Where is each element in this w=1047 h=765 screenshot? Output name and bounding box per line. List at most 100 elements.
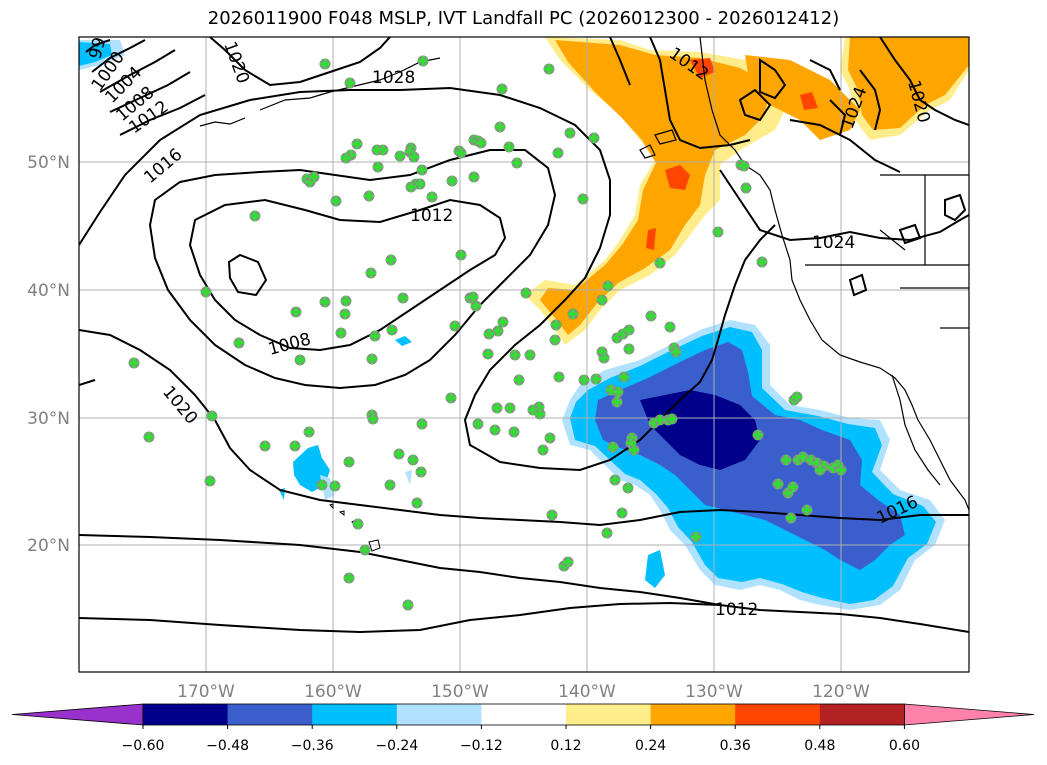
station-marker [340,152,352,164]
colorbar-segment [819,704,905,725]
station-marker [303,426,315,438]
colorbar-segment [735,704,821,725]
station-marker [352,518,364,530]
station-marker [143,431,155,443]
lon-label: 150°W [431,682,489,702]
station-marker [601,527,613,539]
station-marker [397,292,409,304]
lat-label: 20°N [27,536,70,556]
station-marker [372,161,384,173]
station-marker [308,171,320,183]
station-marker [319,58,331,70]
colorbar-tick-label: −0.24 [375,738,418,754]
station-marker [289,440,301,452]
station-marker [365,267,377,279]
station-marker [740,182,752,194]
station-marker [385,254,397,266]
station-marker [513,374,525,386]
station-marker [780,454,792,466]
station-marker [835,464,847,476]
colorbar-extend-min [11,703,144,726]
station-marker [508,426,520,438]
station-marker [504,402,516,414]
station-marker [598,352,610,364]
station-marker [249,210,261,222]
colorbar-segment [227,704,313,725]
station-marker [607,441,619,453]
station-marker [553,371,565,383]
station-marker [543,63,555,75]
station-marker [564,127,576,139]
station-marker [590,373,602,385]
colorbar-tick-label: −0.48 [206,738,249,754]
lon-label: 130°W [685,682,743,702]
map-frame [78,36,970,673]
station-marker [602,280,614,292]
colorbar-segment [143,704,229,725]
station-marker [645,310,657,322]
station-marker [290,306,302,318]
station-marker [367,413,379,425]
station-marker [407,454,419,466]
station-marker [470,300,482,312]
station-marker [756,256,768,268]
station-marker [654,414,666,426]
station-marker [609,474,621,486]
station-marker [204,475,216,487]
station-marker [416,418,428,430]
graticule [79,37,969,672]
station-marker [596,294,608,306]
isobar-label: 1024 [812,233,855,253]
station-marker [446,175,458,187]
station-marker [200,286,212,298]
station-marker [294,354,306,366]
station-marker [552,147,564,159]
station-marker [491,402,503,414]
isobars [79,37,969,634]
station-marker [233,337,245,349]
station-marker [330,195,342,207]
station-marker [611,396,623,408]
station-marker [520,287,532,299]
colorbar-tick-label: −0.12 [460,738,503,754]
colorbar-segment [650,704,736,725]
latitude-labels: 50°N 40°N 30°N 20°N [27,153,70,556]
station-marker [567,308,579,320]
station-marker [339,308,351,320]
station-marker [206,410,218,422]
station-marker [468,171,480,183]
station-marker [414,178,426,190]
station-marker [801,504,813,516]
lat-label: 30°N [27,409,70,429]
station-marker [449,320,461,332]
coastlines [199,37,969,511]
lat-label: 50°N [27,153,70,173]
station-marker [623,324,635,336]
station-marker [616,507,628,519]
station-marker [752,429,764,441]
station-marker [408,151,420,163]
map-title: 2026011900 F048 MSLP, IVT Landfall PC (2… [207,8,840,29]
station-marker [578,374,590,386]
colorbar-tick-label: 0.36 [720,738,751,754]
longitude-labels: 170°W 160°W 150°W 140°W 130°W 120°W [177,682,870,702]
station-marker [475,137,487,149]
station-marker [340,295,352,307]
station-marker [494,121,506,133]
colorbar-tick-label: 0.48 [804,738,835,754]
station-marker [402,599,414,611]
colorbar: −0.60 −0.48 −0.36 −0.24 −0.12 0.12 0.24 0.36 0.4… [11,703,1035,754]
station-marker [537,444,549,456]
station-marker [666,413,678,425]
station-marker [489,424,501,436]
station-marker [588,132,600,144]
station-marker [128,357,140,369]
station-marker [363,190,375,202]
colorbar-tick-label: −0.60 [122,738,165,754]
station-marker [351,138,363,150]
station-marker [343,456,355,468]
lon-label: 120°W [812,682,870,702]
station-marker [511,157,523,169]
station-marker [359,544,371,556]
station-marker [509,349,521,361]
